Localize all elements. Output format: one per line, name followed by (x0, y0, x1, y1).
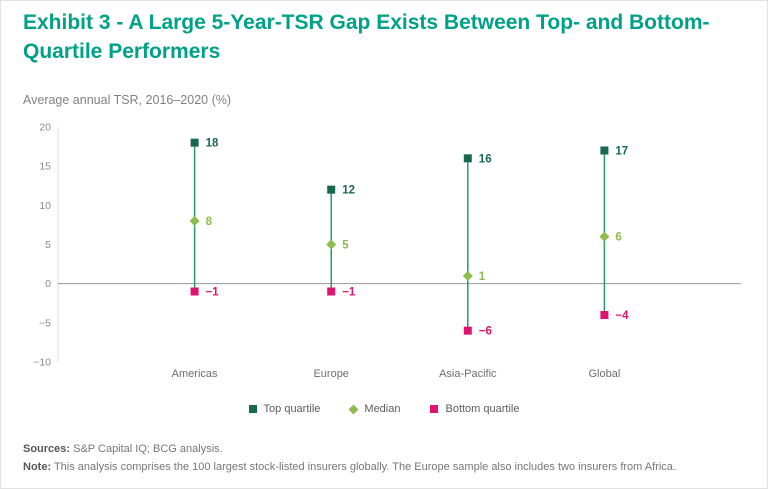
y-tick-label: 10 (39, 200, 51, 212)
top-quartile-marker (327, 185, 336, 194)
median-diamond-marker (462, 270, 473, 281)
legend-label: Top quartile (263, 403, 321, 415)
value-label: −4 (615, 310, 629, 322)
note-text: This analysis comprises the 100 largest … (51, 461, 676, 473)
value-label: 18 (206, 138, 219, 150)
top-quartile-marker (463, 154, 472, 163)
top-quartile-square-icon (248, 405, 257, 413)
median-diamond-icon (348, 404, 359, 414)
category-label: Asia-Pacific (439, 368, 497, 380)
y-tick-label: −10 (33, 357, 51, 369)
bottom-quartile-marker (463, 326, 472, 335)
legend-item-median: Median (348, 403, 401, 415)
category-label: Americas (172, 368, 218, 380)
y-tick-label: 20 (39, 122, 51, 134)
bottom-quartile-marker (327, 287, 336, 296)
sources-text: S&P Capital IQ; BCG analysis. (70, 443, 223, 455)
value-label: 8 (206, 216, 213, 228)
y-tick-label: 0 (45, 278, 51, 290)
chart-subtitle: Average annual TSR, 2016–2020 (%) (23, 93, 232, 107)
legend-item-top-quartile: Top quartile (248, 403, 321, 415)
top-quartile-marker (600, 146, 609, 155)
bottom-quartile-marker (190, 287, 199, 296)
y-tick-label: −5 (39, 317, 51, 329)
y-tick-label: 5 (45, 239, 51, 251)
value-label: −6 (479, 326, 492, 338)
value-label: 6 (615, 232, 621, 244)
exhibit-title: Exhibit 3 - A Large 5-Year-TSR Gap Exist… (23, 11, 710, 63)
y-tick-label: 15 (39, 161, 51, 173)
median-diamond-marker (189, 216, 200, 226)
value-label: 1 (479, 271, 486, 283)
sources-label: Sources: (23, 443, 71, 455)
category-label: Europe (313, 368, 348, 380)
median-diamond-marker (599, 231, 610, 242)
bottom-quartile-marker (600, 311, 609, 319)
value-label: 12 (342, 185, 355, 197)
legend-label: Median (364, 403, 401, 415)
legend-label: Bottom quartile (445, 403, 520, 415)
legend-item-bottom-quartile: Bottom quartile (430, 403, 519, 415)
note-label: Note: (23, 461, 52, 473)
note-line: Note: This analysis comprises the 100 la… (23, 460, 759, 475)
value-label: 16 (479, 153, 492, 165)
value-label: −1 (206, 287, 220, 299)
chart-legend: Top quartile Median Bottom quartile (1, 403, 767, 415)
category-label: Global (589, 368, 621, 380)
median-diamond-marker (326, 239, 337, 250)
value-label: 17 (615, 146, 628, 158)
value-label: −1 (342, 287, 356, 299)
bottom-quartile-square-icon (430, 405, 439, 413)
value-label: 5 (342, 240, 349, 252)
sources-line: Sources: S&P Capital IQ; BCG analysis. (23, 442, 759, 457)
top-quartile-marker (190, 138, 199, 147)
